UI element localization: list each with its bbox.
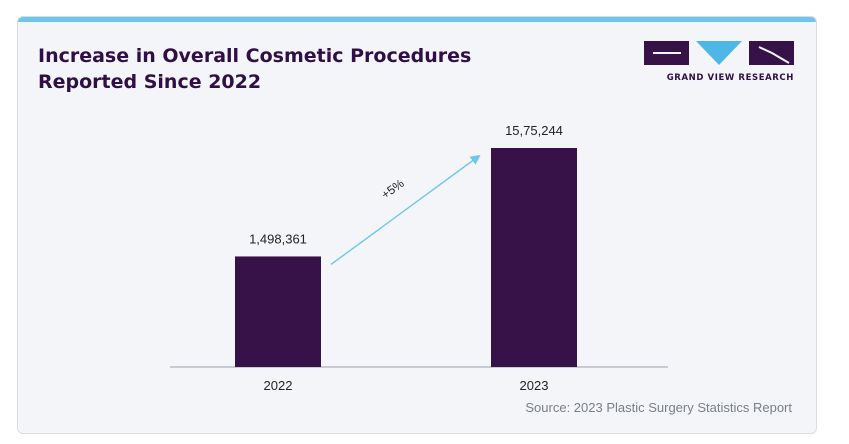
bar-2022 xyxy=(235,256,321,367)
x-tick-label-2023: 2023 xyxy=(520,378,549,393)
logo-mark-icon xyxy=(644,41,794,65)
growth-arrow xyxy=(330,154,481,266)
brand-logo: GRAND VIEW RESEARCH xyxy=(644,41,794,85)
brand-name: GRAND VIEW RESEARCH xyxy=(666,73,794,83)
bar-chart: 1,498,361 2022 15,75,244 2023 +5% xyxy=(170,123,668,393)
source-note: Source: 2023 Plastic Surgery Statistics … xyxy=(525,400,792,415)
x-tick-label-2022: 2022 xyxy=(264,378,293,393)
chart-card: Increase in Overall Cosmetic Procedures … xyxy=(17,16,817,434)
chart-title: Increase in Overall Cosmetic Procedures … xyxy=(38,45,472,93)
bar-2023 xyxy=(491,148,577,367)
growth-annotation: +5% xyxy=(379,176,407,202)
data-label-2023: 15,75,244 xyxy=(505,123,563,138)
data-label-2022: 1,498,361 xyxy=(249,231,307,246)
accent-bar xyxy=(18,17,816,22)
